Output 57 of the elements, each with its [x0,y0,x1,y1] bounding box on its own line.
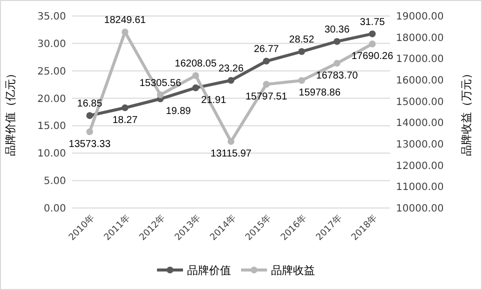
point [298,48,306,55]
data-label: 15305.56 [139,78,182,89]
y-tick-label: 20.00 [37,94,66,105]
data-label: 15978.86 [298,87,341,98]
point [122,104,128,112]
y2-tick-label: 17000.00 [396,54,444,66]
point [298,77,306,84]
y2-axis-title: 品牌收益（万元） [460,68,473,156]
data-label: 18249.61 [104,15,146,26]
legend-label: 品牌收益 [271,264,315,277]
point [368,40,376,48]
y2-tick-label: 14000.00 [396,118,444,130]
point [262,58,270,65]
data-label: 15797.51 [245,91,288,102]
y-tick-label: 25.00 [37,66,66,78]
y-tick-label: 30.00 [37,38,66,50]
data-label: 26.77 [254,44,280,56]
point [228,138,234,145]
y2-tick-label: 18000.00 [396,32,444,44]
data-label: 16783.70 [316,70,358,82]
data-label: 23.26 [218,63,244,74]
point [334,38,340,45]
data-label: 31.75 [360,16,386,28]
y-axis-title: 品牌价值（亿元） [4,68,17,156]
y2-tick-label: 10000.00 [396,204,444,214]
data-label: 18.27 [112,114,138,126]
y2-tick-label: 19000.00 [396,12,444,22]
point [192,84,200,92]
y2-tick-label: 15000.00 [396,96,444,108]
data-label: 17690.26 [351,50,394,62]
y-tick-label: 10.00 [37,148,66,160]
point [228,77,234,84]
y2-tick-label: 12000.00 [396,160,444,172]
point [86,128,94,136]
data-label: 30.36 [324,24,350,36]
data-label: 28.52 [289,34,315,46]
y-tick-label: 35.00 [37,12,66,22]
y-tick-label: 5.00 [44,176,66,188]
y2-tick-label: 11000.00 [396,182,444,194]
point [192,72,200,79]
point [86,112,94,119]
y2-tick-label: 13000.00 [396,140,444,150]
point [156,91,164,98]
legend-label: 品牌价值 [187,264,231,277]
point [122,28,128,36]
data-label: 13573.33 [68,138,111,150]
data-label: 16208.05 [174,58,217,70]
point [334,60,340,67]
data-label: 21.91 [201,94,227,106]
data-label: 19.89 [166,106,192,117]
y2-tick-label: 16000.00 [396,76,444,86]
point [368,30,376,38]
y-tick-label: 15.00 [37,121,66,132]
point [262,80,270,88]
data-label: 16.85 [77,98,103,110]
data-label: 13115.97 [210,148,252,160]
y-tick-label: 0.00 [44,204,66,214]
